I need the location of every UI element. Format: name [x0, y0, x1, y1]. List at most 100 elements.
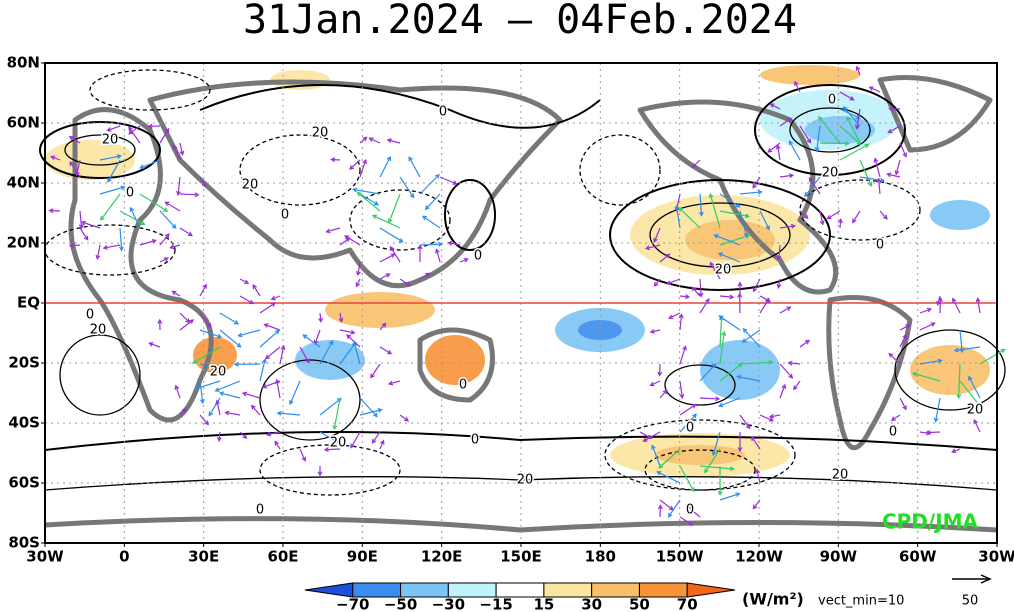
flux-arrowhead [463, 257, 469, 263]
flux-arrowhead [328, 339, 334, 345]
flux-arrowhead [925, 430, 931, 435]
flux-vector [419, 243, 442, 246]
flux-vector [439, 176, 457, 185]
flux-arrowhead [649, 381, 655, 387]
flux-arrowhead [686, 505, 692, 511]
flux-vector [219, 312, 239, 325]
flux-vector [331, 158, 341, 161]
flux-arrowhead [658, 463, 664, 469]
flux-arrowhead [818, 115, 823, 121]
flux-vector [788, 362, 801, 365]
flux-arrowhead [888, 352, 894, 358]
flux-arrowhead [657, 371, 663, 377]
flux-arrowhead [387, 349, 393, 355]
flux-arrowhead [717, 252, 723, 257]
flux-arrowhead [667, 512, 673, 518]
flux-arrowhead [169, 244, 175, 250]
flux-arrowhead [751, 435, 756, 441]
flux-vector [199, 312, 212, 328]
flux-vector [339, 329, 355, 334]
flux-arrowhead [890, 416, 896, 421]
flux-arrowhead [752, 504, 758, 510]
flux-arrowhead [352, 187, 358, 193]
flux-vector [370, 363, 381, 378]
flux-arrowhead [350, 443, 355, 449]
flux-arrowhead [855, 65, 861, 71]
flux-arrowhead [276, 410, 282, 416]
flux-arrowhead [120, 185, 126, 191]
flux-arrowhead [975, 297, 981, 303]
flux-arrowhead [768, 413, 775, 419]
flux-vector [276, 379, 281, 399]
flux-arrowhead [838, 218, 843, 224]
flux-arrowhead [424, 205, 430, 211]
flux-vector [678, 207, 701, 229]
flux-arrowhead [233, 320, 239, 325]
flux-vector [419, 272, 430, 280]
flux-arrowhead [735, 492, 741, 497]
flux-arrowhead [926, 307, 933, 313]
flux-arrowhead [879, 177, 886, 183]
flux-arrowhead [148, 341, 154, 347]
lon-label: 150E [500, 548, 542, 566]
flux-vector [912, 372, 941, 382]
flux-arrowhead [713, 234, 719, 239]
flux-vector [739, 210, 748, 237]
flux-arrowhead [768, 359, 774, 365]
flux-vector [69, 161, 81, 178]
flux-vector [238, 329, 261, 337]
flux-arrowhead [447, 240, 453, 246]
flux-arrowhead [752, 183, 757, 189]
contour-label: 0 [86, 308, 94, 323]
flux-vector [895, 159, 901, 175]
flux-arrowhead [930, 322, 936, 327]
flux-vector [691, 159, 701, 168]
flux-arrowhead [371, 438, 377, 444]
flux-vector [839, 143, 869, 161]
flux-vector [743, 328, 761, 348]
flux-vector [645, 244, 661, 250]
flux-vector [199, 176, 206, 187]
flux-vector [874, 158, 881, 178]
flux-vector [103, 244, 121, 249]
flux-arrowhead [844, 141, 850, 146]
flux-arrowhead [668, 314, 674, 320]
flux-vector [379, 323, 387, 331]
flux-vector [659, 253, 670, 263]
flux-vector [359, 193, 379, 206]
flux-vector [194, 380, 221, 390]
flux-vector [81, 221, 101, 229]
flux-arrowhead [201, 182, 207, 188]
flux-vector [199, 380, 204, 404]
flux-arrowhead [330, 157, 336, 163]
flux-arrowhead [793, 385, 798, 391]
flux-arrowhead [956, 394, 962, 400]
lon-label: 150W [656, 548, 704, 566]
flux-arrowhead [788, 373, 794, 379]
flux-arrowhead [80, 220, 86, 226]
flux-vector [968, 376, 981, 399]
flux-vector [779, 118, 792, 127]
flux-vector [719, 363, 743, 382]
flux-arrowhead [674, 205, 680, 211]
flux-arrowhead [936, 300, 941, 307]
flux-arrowhead [218, 370, 225, 375]
flux-arrowhead [786, 306, 792, 311]
lat-label: 20S [8, 354, 40, 372]
flux-arrowhead [83, 235, 89, 241]
flux-arrowhead [973, 418, 978, 425]
flux-vector [699, 278, 702, 297]
flux-vector [140, 159, 161, 169]
flux-arrowhead [355, 270, 361, 277]
flux-vector [739, 361, 773, 365]
flux-vector [299, 346, 310, 363]
flux-vector [779, 174, 793, 178]
lon-label: 0 [119, 548, 129, 566]
flux-vector [699, 363, 717, 382]
colorbar-swatch [686, 582, 736, 598]
flux-vector [793, 380, 801, 390]
flux-vector [818, 116, 841, 144]
flux-arrowhead [118, 246, 124, 252]
flux-arrowhead [377, 408, 383, 413]
